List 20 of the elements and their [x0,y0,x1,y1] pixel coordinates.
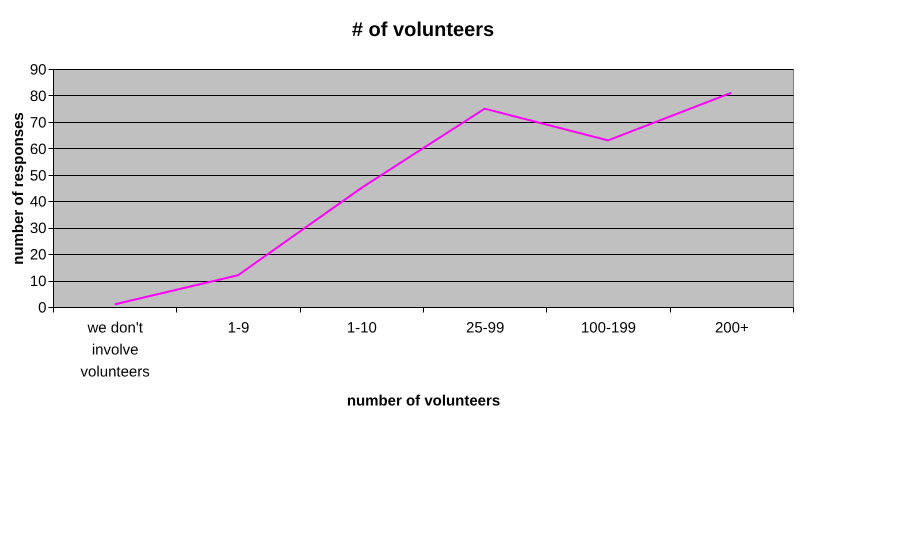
y-tick-label: 40 [30,194,46,211]
chart-title: # of volunteers [352,19,494,41]
y-tick-label: 50 [30,167,46,184]
line-series [114,92,732,306]
y-axis-title: number of responses [10,112,27,265]
x-tick-label: 100-199 [580,320,636,336]
y-tick-label: 80 [30,88,46,105]
y-tick-label: 70 [30,114,46,132]
y-tick-label: 10 [30,273,46,290]
y-tick-label: 0 [38,300,46,316]
x-tick-label: 25-99 [466,320,504,336]
y-tick-label: 30 [30,220,46,238]
x-axis-title: number of volunteers [346,392,500,410]
y-tick-label: 20 [30,246,46,264]
x-tick-label: we don't involve volunteers [80,320,150,380]
x-tick-label: 200+ [714,320,749,336]
y-tick-label: 90 [30,62,46,78]
x-tick-label: 1-9 [228,320,250,336]
y-tick-label: 60 [30,140,46,158]
x-tick-label: 1-10 [346,320,377,336]
